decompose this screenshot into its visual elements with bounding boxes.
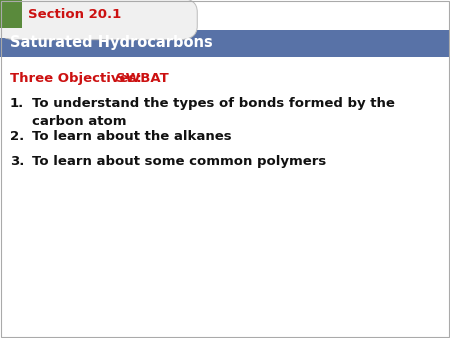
Text: To learn about the alkanes: To learn about the alkanes xyxy=(32,130,232,143)
Bar xyxy=(0,0,22,28)
Text: To learn about some common polymers: To learn about some common polymers xyxy=(32,155,326,168)
Text: 1.: 1. xyxy=(10,97,24,110)
Text: Three Objectives:: Three Objectives: xyxy=(10,72,146,85)
Text: 3.: 3. xyxy=(10,155,24,168)
Text: To understand the types of bonds formed by the: To understand the types of bonds formed … xyxy=(32,97,395,110)
Bar xyxy=(0,30,450,57)
Text: carbon atom: carbon atom xyxy=(32,115,126,128)
Text: Section 20.1: Section 20.1 xyxy=(28,7,121,21)
Bar xyxy=(0,0,60,38)
Text: SWBAT: SWBAT xyxy=(116,72,169,85)
Text: 2.: 2. xyxy=(10,130,24,143)
FancyBboxPatch shape xyxy=(0,0,197,40)
Text: Saturated Hydrocarbons: Saturated Hydrocarbons xyxy=(10,35,213,50)
